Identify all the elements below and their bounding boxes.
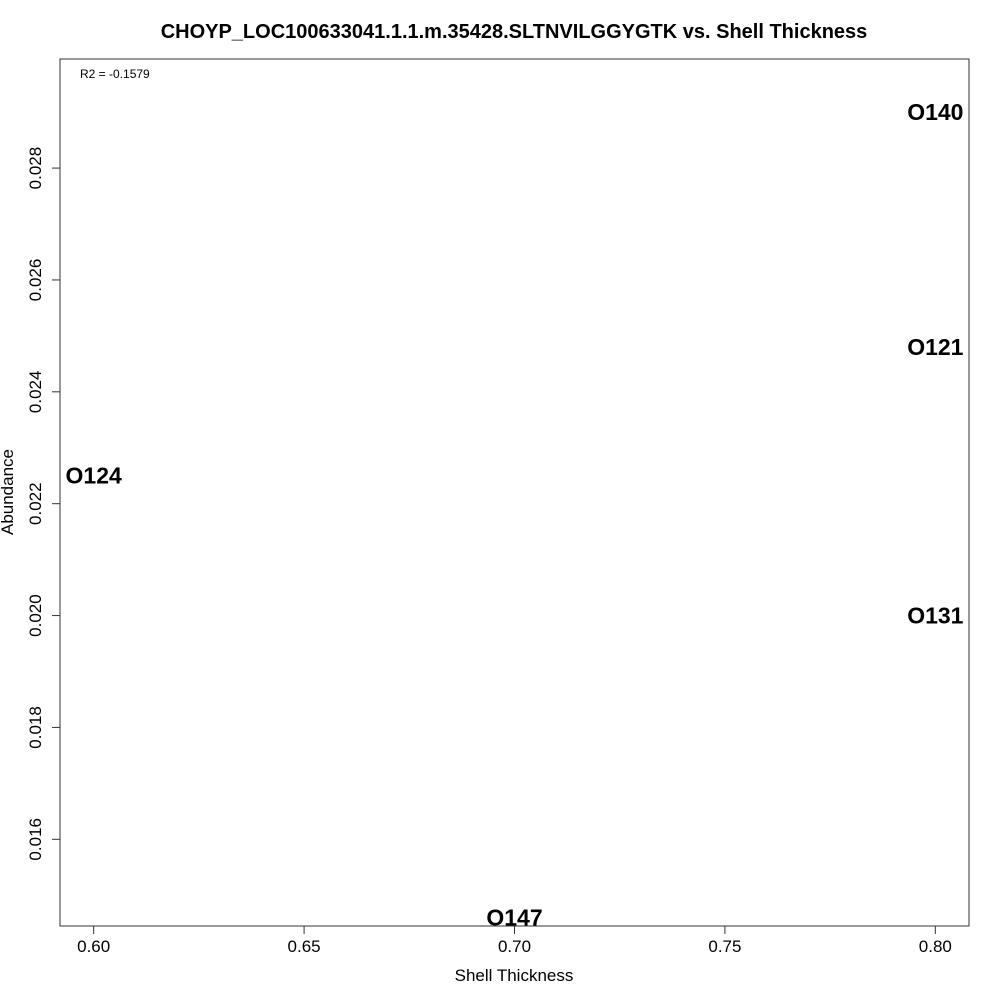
y-tick-label: 0.028: [26, 147, 45, 190]
chart-title: CHOYP_LOC100633041.1.1.m.35428.SLTNVILGG…: [161, 21, 868, 43]
x-tick-label: 0.75: [708, 937, 741, 956]
y-axis-label: Abundance: [0, 449, 17, 535]
data-points: O140 O121 O124 O131 O147: [66, 99, 964, 930]
y-tick-label: 0.026: [26, 259, 45, 302]
y-axis: 0.016 0.018 0.020 0.022 0.024 0.026 0.028: [26, 147, 60, 861]
y-tick-label: 0.022: [26, 482, 45, 525]
y-tick-label: 0.018: [26, 706, 45, 749]
x-axis-label: Shell Thickness: [455, 966, 574, 985]
y-tick-label: 0.020: [26, 594, 45, 637]
x-tick-label: 0.60: [77, 937, 110, 956]
point-label: O131: [907, 603, 963, 629]
x-tick-label: 0.70: [498, 937, 531, 956]
point-label: O140: [907, 99, 963, 125]
y-tick-label: 0.016: [26, 818, 45, 861]
x-tick-label: 0.65: [288, 937, 321, 956]
point-label: O121: [907, 334, 963, 360]
point-label: O147: [486, 905, 542, 931]
r2-annotation: R2 = -0.1579: [80, 67, 150, 81]
plot-frame: [59, 58, 970, 927]
y-tick-label: 0.024: [26, 371, 45, 414]
x-axis: 0.60 0.65 0.70 0.75 0.80: [77, 926, 952, 956]
point-label: O124: [66, 463, 122, 489]
x-tick-label: 0.80: [919, 937, 952, 956]
